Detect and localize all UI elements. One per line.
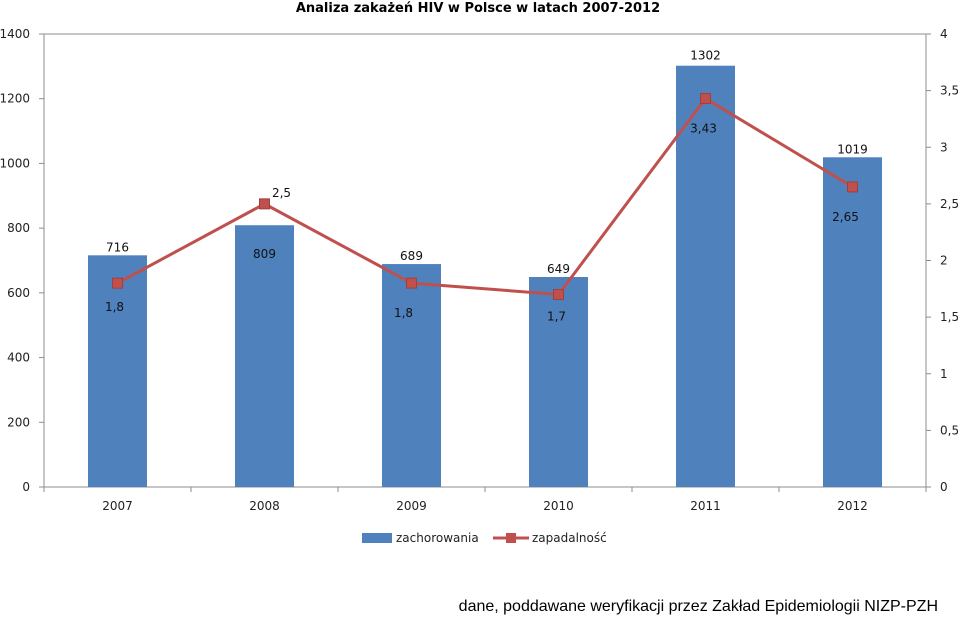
left-axis-tick-label: 200 (7, 415, 30, 429)
bar (88, 255, 147, 487)
line-marker (259, 198, 270, 210)
line-data-label: 1,7 (547, 309, 566, 323)
line-marker (112, 277, 123, 289)
legend-swatch-bar (362, 533, 392, 543)
right-axis-tick-label: 1,5 (940, 310, 959, 324)
line-data-label: 2,5 (272, 186, 291, 200)
x-axis-tick-label: 2012 (837, 499, 868, 513)
line-series (116, 97, 854, 296)
bar-data-label: 809 (253, 247, 276, 261)
plot-frame (43, 33, 927, 488)
x-axis-tick-label: 2011 (690, 499, 721, 513)
x-axis-tick-label: 2008 (249, 499, 280, 513)
bar (529, 277, 588, 487)
right-axis-tick-label: 1 (940, 367, 948, 381)
line-data-label: 1,8 (394, 306, 413, 320)
x-axis-tick-label: 2007 (102, 499, 133, 513)
left-axis-tick-label: 600 (7, 286, 30, 300)
line-marker (847, 181, 858, 193)
legend-label-line: zapadalność (532, 531, 607, 545)
bar-data-label: 689 (400, 249, 423, 263)
right-axis-tick-label: 2,5 (940, 197, 959, 211)
left-axis-tick-label: 1000 (0, 156, 30, 170)
right-axis-tick-label: 3,5 (940, 84, 959, 98)
left-axis-tick-label: 0 (22, 480, 30, 494)
line-data-label: 2,65 (832, 210, 859, 224)
right-axis-tick-label: 2 (940, 254, 948, 268)
right-axis-tick-label: 3 (940, 140, 948, 154)
left-axis-tick-label: 400 (7, 351, 30, 365)
bar-data-label: 649 (547, 262, 570, 276)
right-axis-tick-label: 4 (940, 27, 948, 41)
line-data-label: 1,8 (105, 300, 124, 314)
bar-data-label: 716 (106, 240, 129, 254)
line-data-label: 3,43 (690, 122, 717, 136)
bar (382, 264, 441, 487)
chart-title: Analiza zakażeń HIV w Polsce w latach 20… (296, 1, 660, 16)
right-axis-tick-label: 0 (940, 480, 948, 494)
chart: Analiza zakażeń HIV w Polsce w latach 20… (0, 1, 959, 545)
right-axis-tick-label: 0,5 (940, 423, 959, 437)
bar (235, 225, 294, 487)
left-axis-tick-label: 1400 (0, 27, 30, 41)
legend: zachorowania zapadalność (362, 531, 607, 545)
bar (823, 157, 882, 488)
line-marker (700, 93, 711, 105)
plot-area: 0 200 400 600 800 1000 1200 1400 0 0,5 1 1,5 2 2,5 3 3,… (0, 27, 959, 513)
bar (676, 65, 735, 488)
x-axis-tick-label: 2010 (543, 499, 574, 513)
x-axis-tick-label: 2009 (396, 499, 427, 513)
source-footnote: dane, poddawane weryfikacji przez Zakład… (458, 598, 938, 615)
line-marker (553, 288, 564, 300)
legend-label-bar: zachorowania (396, 531, 479, 545)
left-axis-tick-label: 1200 (0, 92, 30, 106)
line-marker (406, 277, 417, 289)
bar-data-label: 1302 (690, 49, 721, 63)
legend-swatch-marker (506, 533, 516, 543)
left-axis-tick-label: 800 (7, 221, 30, 235)
bar-data-label: 1019 (837, 142, 868, 156)
